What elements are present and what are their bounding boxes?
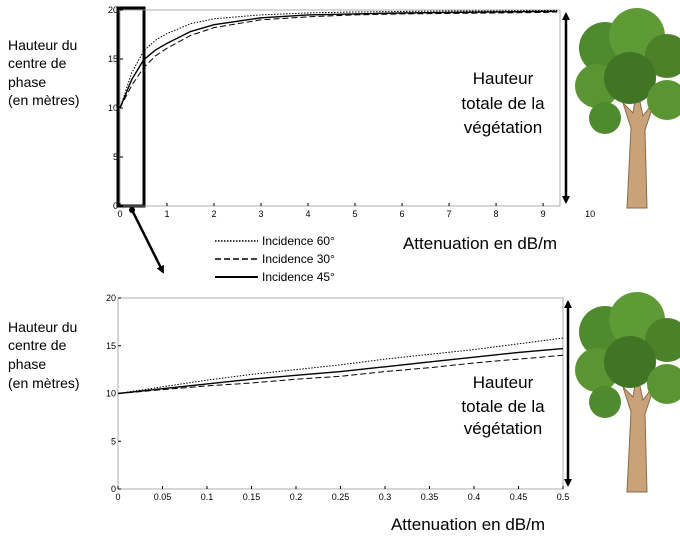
y-axis-label: (en mètres) <box>8 375 80 391</box>
y-tick-label: 0 <box>111 484 116 494</box>
x-tick-label: 0.25 <box>332 492 350 502</box>
x-tick-label: 0 <box>117 209 122 219</box>
y-tick-label: 15 <box>106 341 116 351</box>
tree-image <box>574 291 680 493</box>
x-tick-label: 4 <box>306 209 311 219</box>
annotation: Hauteur <box>473 69 534 88</box>
y-axis-label: centre de <box>8 55 67 71</box>
x-tick-label: 7 <box>447 209 452 219</box>
y-axis-label: centre de <box>8 337 67 353</box>
x-tick-label: 0.1 <box>201 492 214 502</box>
annotation: totale de la <box>461 397 545 416</box>
y-tick-label: 20 <box>108 5 118 15</box>
x-tick-label: 6 <box>400 209 405 219</box>
x-tick-label: 0.3 <box>379 492 392 502</box>
annotation: Hauteur <box>473 373 534 392</box>
legend-label: Incidence 30° <box>262 252 335 266</box>
zoom-box <box>116 6 146 208</box>
zoom-arrow <box>130 209 165 274</box>
annotation: végétation <box>464 118 542 137</box>
x-tick-label: 0.05 <box>154 492 172 502</box>
x-axis-label: Attenuation en dB/m <box>403 234 557 253</box>
series-line <box>119 11 558 109</box>
x-tick-label: 0.5 <box>557 492 570 502</box>
legend-label: Incidence 60° <box>262 234 335 248</box>
plot-frame <box>117 297 564 490</box>
y-tick-label: 0 <box>113 201 118 211</box>
annotation: végétation <box>464 419 542 438</box>
x-tick-label: 9 <box>541 209 546 219</box>
y-axis-label: phase <box>8 356 46 372</box>
legend-label: Incidence 45° <box>262 270 335 284</box>
y-tick-label: 15 <box>108 54 118 64</box>
x-tick-label: 0.45 <box>510 492 528 502</box>
x-tick-label: 0.15 <box>243 492 261 502</box>
x-tick-label: 0.35 <box>421 492 439 502</box>
x-tick-label: 2 <box>212 209 217 219</box>
x-tick-label: 10 <box>585 209 595 219</box>
x-tick-label: 0.2 <box>290 492 303 502</box>
x-tick-label: 1 <box>165 209 170 219</box>
tree-image <box>574 7 680 209</box>
x-tick-label: 0.4 <box>468 492 481 502</box>
x-tick-label: 3 <box>259 209 264 219</box>
x-axis-label: Attenuation en dB/m <box>391 515 545 534</box>
y-tick-label: 5 <box>111 436 116 446</box>
y-axis-label: Hauteur du <box>8 37 77 53</box>
y-tick-label: 10 <box>108 103 118 113</box>
y-axis-label: phase <box>8 74 46 90</box>
y-axis-label: Hauteur du <box>8 319 77 335</box>
y-tick-label: 20 <box>106 293 116 303</box>
x-tick-label: 8 <box>494 209 499 219</box>
series-line <box>119 9 558 109</box>
y-tick-label: 10 <box>106 389 116 399</box>
series-line <box>119 10 558 109</box>
series-line <box>117 354 564 394</box>
series-line <box>117 347 564 395</box>
y-axis-label: (en mètres) <box>8 92 80 108</box>
x-tick-label: 5 <box>353 209 358 219</box>
annotation: totale de la <box>461 94 545 113</box>
x-tick-label: 0 <box>115 492 120 502</box>
y-tick-label: 5 <box>113 152 118 162</box>
